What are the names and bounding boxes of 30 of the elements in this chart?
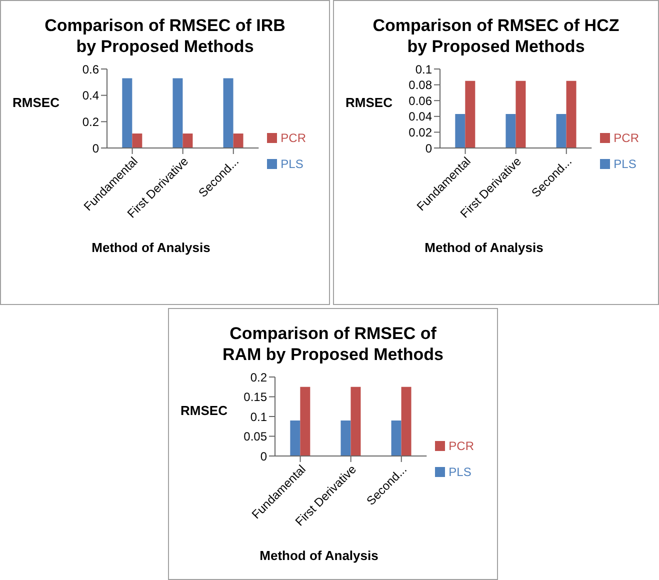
y-tick-label: 0 (92, 141, 100, 156)
chart-title: Comparison of RMSEC of RAM by Proposed Methods (221, 323, 444, 365)
y-axis-title: RMSEC (344, 94, 394, 110)
y-tick-label: 0 (425, 141, 432, 156)
legend-label: PLS (614, 156, 636, 170)
y-axis-title: RMSEC (180, 402, 228, 418)
chart-title: Comparison of RMSEC of IRB by Proposed Methods (44, 15, 286, 57)
chart-title: Comparison of RMSEC of HCZ by Proposed Methods (372, 15, 620, 57)
legend-label: PCR (448, 438, 474, 452)
legend-label: PCR (614, 130, 639, 144)
y-tick-label: 0.2 (250, 370, 268, 384)
y-tick-label: 0.06 (408, 94, 432, 108)
x-axis-title: Method of Analysis (258, 548, 380, 563)
y-axis-title: RMSEC (12, 94, 60, 110)
y-tick-label: 0 (260, 449, 268, 464)
y-tick-label: 0.6 (82, 62, 100, 76)
legend-label: PLS (280, 156, 304, 170)
x-axis-title: Method of Analysis (424, 240, 544, 255)
y-tick-label: 0.1 (415, 62, 432, 76)
y-tick-label: 0.08 (408, 78, 432, 92)
y-tick-label: 0.1 (250, 410, 268, 424)
y-tick-label: 0.04 (408, 110, 432, 124)
y-tick-label: 0.2 (82, 114, 100, 129)
y-tick-label: 0.4 (82, 88, 100, 103)
x-axis-title: Method of Analysis (90, 240, 212, 255)
legend-label: PLS (448, 464, 472, 478)
y-tick-label: 0.15 (244, 390, 268, 404)
y-tick-label: 0.05 (244, 430, 268, 444)
y-tick-label: 0.02 (408, 125, 432, 140)
legend-label: PCR (280, 130, 306, 144)
